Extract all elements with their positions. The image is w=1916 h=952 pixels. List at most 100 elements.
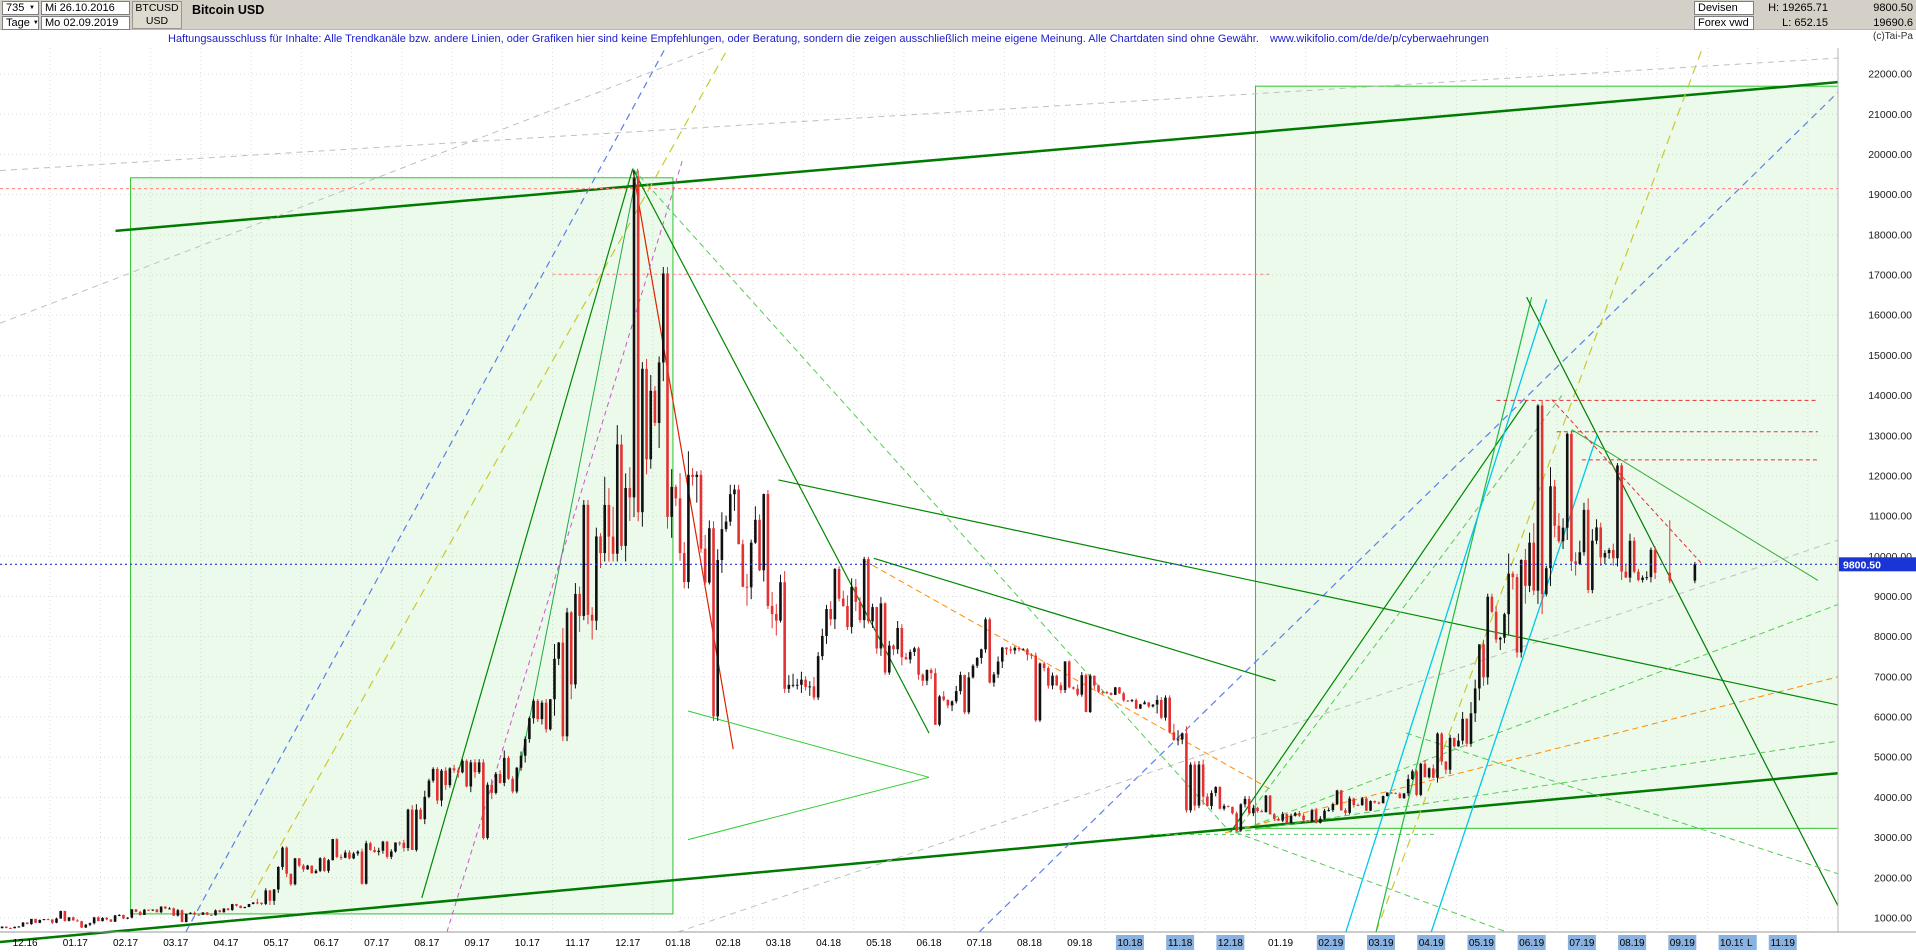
price-axis-label: 14000.00	[1868, 390, 1912, 402]
trend-line	[778, 479, 1839, 706]
trend-line	[1375, 296, 1533, 933]
time-axis-label: 03.17	[163, 938, 188, 949]
time-axis-label: 12.18	[1218, 938, 1243, 949]
trend-line	[687, 710, 930, 778]
trend-line	[1345, 298, 1548, 933]
overlay-lines-layer	[0, 399, 1838, 565]
bars-count-dropdown[interactable]: 735 ▼	[2, 1, 39, 15]
current-price-header: 9800.50	[1873, 2, 1913, 14]
price-axis-label: 16000.00	[1868, 310, 1912, 322]
time-axis-label: 07.19	[1569, 938, 1594, 949]
trend-line	[115, 80, 1839, 233]
time-axis-label: 01.18	[665, 938, 690, 949]
time-axis-label: 09.17	[465, 938, 490, 949]
disclaimer-bar: Haftungsausschluss für Inhalte: Alle Tre…	[0, 30, 1916, 48]
time-axis-label: 04.17	[213, 938, 238, 949]
time-axis-label: 04.18	[816, 938, 841, 949]
price-axis-label: 22000.00	[1868, 69, 1912, 81]
disclaimer-link[interactable]: www.wikifolio.com/de/de/p/cyberwaehrunge…	[1269, 33, 1489, 45]
page-title: Bitcoin USD	[192, 3, 265, 17]
period-value: Tage	[6, 17, 30, 29]
time-axis-label: 07.18	[967, 938, 992, 949]
trend-line	[687, 776, 930, 841]
last-marker: L	[1747, 938, 1753, 949]
time-axis-label: 11.18	[1168, 938, 1193, 949]
candles-layer	[0, 170, 1697, 929]
price-axis-label: 13000.00	[1868, 430, 1912, 442]
channel-region	[1254, 85, 1839, 829]
time-axis-label: 04.19	[1419, 938, 1444, 949]
time-axis-label: 08.17	[414, 938, 439, 949]
toolbar: 735 ▼ Mi 26.10.2016 Tage ▼ Mo 02.09.2019…	[0, 0, 1916, 30]
channel-region	[130, 177, 674, 915]
time-axis-label: 03.19	[1368, 938, 1393, 949]
time-axis-label: 08.19	[1620, 938, 1645, 949]
start-date-field[interactable]: Mi 26.10.2016	[41, 1, 130, 15]
time-axis-label: 09.19	[1670, 938, 1695, 949]
current-price-label: 9800.50	[1843, 559, 1881, 571]
price-axis-label: 8000.00	[1874, 631, 1912, 643]
time-axis-label: 10.17	[515, 938, 540, 949]
time-axis-label: 11.17	[565, 938, 590, 949]
feed-box[interactable]: Forex vwd	[1694, 16, 1754, 30]
trend-line	[0, 772, 1839, 944]
trend-line	[1526, 296, 1839, 907]
time-axis-label: 06.18	[917, 938, 942, 949]
trend-line	[1234, 395, 1563, 833]
time-axis-label: 11.19	[1771, 938, 1796, 949]
price-axis-label: 18000.00	[1868, 229, 1912, 241]
time-axis: 12.16 01.17 02.17 03.17 04.17 05.17 06.17 07.17…	[0, 931, 1916, 950]
price-axis-label: 19000.00	[1868, 189, 1912, 201]
time-axis-label: 01.19	[1268, 938, 1293, 949]
price-axis-label: 21000.00	[1868, 109, 1912, 121]
price-axis-label: 20000.00	[1868, 149, 1912, 161]
trend-line	[516, 168, 639, 782]
current-price-tag	[1839, 557, 1916, 572]
session-high-value: H: 19265.71	[1768, 2, 1828, 14]
end-date-field[interactable]: Mo 02.09.2019	[41, 16, 130, 30]
price-axis-label: 5000.00	[1874, 752, 1912, 764]
trend-line	[250, 48, 729, 899]
trend-line	[863, 559, 1271, 790]
price-axis-label: 4000.00	[1874, 792, 1912, 804]
period-dropdown[interactable]: Tage ▼	[2, 16, 39, 30]
trend-line	[1235, 831, 1507, 933]
time-axis-label: 01.17	[63, 938, 88, 949]
time-axis-label: 03.18	[766, 938, 791, 949]
chevron-down-icon: ▼	[29, 5, 35, 11]
time-axis-label: 08.18	[1017, 938, 1042, 949]
exchange-box[interactable]: Devisen	[1694, 1, 1754, 15]
time-axis-label: 02.18	[716, 938, 741, 949]
session-low-value: L: 652.15	[1782, 17, 1828, 29]
price-axis-label: 1000.00	[1874, 912, 1912, 924]
time-axis-label: 05.18	[866, 938, 891, 949]
time-axis-label: 06.17	[314, 938, 339, 949]
price-axis-label: 17000.00	[1868, 270, 1912, 282]
price-axis-label: 15000.00	[1868, 350, 1912, 362]
time-axis-label: 02.17	[113, 938, 138, 949]
trend-line	[1235, 740, 1839, 833]
trend-line	[1551, 399, 1703, 565]
time-axis-label: 06.19	[1519, 938, 1544, 949]
time-axis-label: 12.17	[615, 938, 640, 949]
trend-line	[1430, 435, 1598, 933]
chart-area[interactable]: 1000.00 2000.00 3000.00 4000.00 5000.00 6000.…	[0, 48, 1916, 952]
trend-line	[421, 168, 634, 899]
price-chart[interactable]: 1000.00 2000.00 3000.00 4000.00 5000.00 6000.…	[0, 48, 1916, 952]
time-axis-label: 02.19	[1318, 938, 1343, 949]
time-axis-label: 07.17	[364, 938, 389, 949]
price-axis-label: 3000.00	[1874, 832, 1912, 844]
symbol-code: BTCUSD	[135, 2, 179, 14]
symbol-box[interactable]: BTCUSD USD	[132, 1, 182, 29]
price-axis-label: 11000.00	[1869, 511, 1912, 523]
trend-line	[1235, 604, 1839, 833]
chevron-down-icon: ▼	[32, 20, 39, 26]
time-axis-label: 09.18	[1067, 938, 1092, 949]
ath-value: 19690.6	[1873, 17, 1913, 29]
trend-line	[632, 168, 1231, 833]
price-axis-label: 6000.00	[1874, 712, 1912, 724]
time-axis-label: 10.19	[1720, 938, 1745, 949]
price-axis-label: 2000.00	[1874, 872, 1912, 884]
time-axis-label: 12.16	[13, 938, 38, 949]
trend-line	[1405, 732, 1839, 875]
